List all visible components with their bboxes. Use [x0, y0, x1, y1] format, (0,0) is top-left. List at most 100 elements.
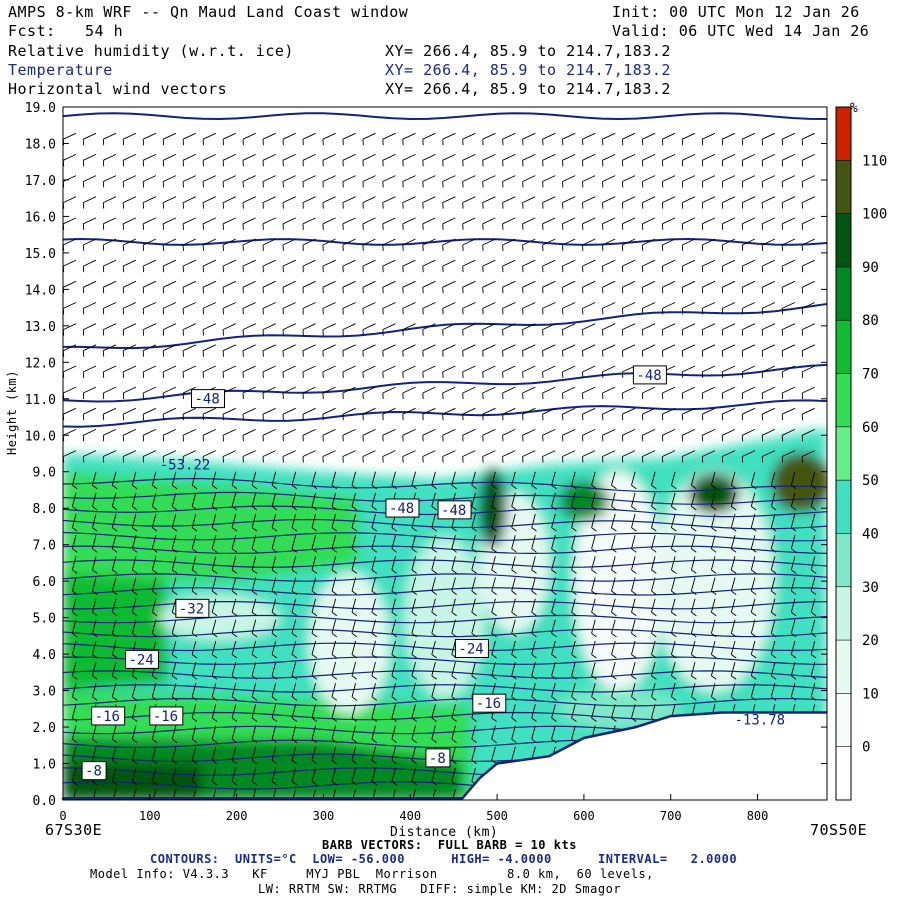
- wind-barb: [71, 577, 78, 595]
- wind-barb: [222, 153, 236, 167]
- wind-barb: [710, 492, 717, 511]
- wind-barb: [102, 344, 117, 357]
- wind-barb: [291, 640, 298, 659]
- wind-barb: [730, 577, 737, 595]
- wind-barb: [191, 513, 198, 532]
- wind-barb: [262, 132, 276, 146]
- wind-barb: [182, 302, 196, 315]
- wind-barb: [422, 407, 436, 421]
- wind-barb: [451, 746, 457, 765]
- wind-barb: [651, 471, 657, 490]
- wind-barb: [690, 535, 697, 553]
- wind-barb: [71, 513, 78, 532]
- wind-barb: [311, 598, 318, 617]
- wind-barb: [442, 280, 456, 294]
- wind-barb: [761, 428, 776, 442]
- contour-label-box: [149, 706, 184, 726]
- wind-barb: [661, 132, 676, 146]
- wind-barb: [562, 302, 576, 315]
- wind-barb: [522, 344, 536, 357]
- wind-barb: [701, 450, 716, 463]
- wind-barb: [730, 535, 737, 553]
- wind-barb: [251, 471, 258, 490]
- wind-barb: [531, 535, 537, 553]
- wind-barb: [302, 132, 316, 146]
- model-info: Model Info: V4.3.3 KF MYJ PBL Morrison 8…: [90, 867, 654, 881]
- wind-barb: [231, 619, 238, 638]
- wind-barb: [262, 175, 276, 188]
- wind-barb: [342, 175, 356, 188]
- wind-barb: [302, 259, 316, 273]
- wind-barb: [282, 450, 296, 463]
- temp-contour-upper-1: [63, 237, 827, 246]
- wind-barb: [511, 640, 517, 659]
- wind-barb: [171, 661, 178, 680]
- wind-barb: [162, 302, 177, 315]
- wind-barb: [271, 619, 278, 638]
- wind-barb: [690, 619, 697, 638]
- wind-barb: [810, 661, 817, 680]
- wind-barb: [342, 153, 356, 167]
- wind-barb: [202, 365, 216, 378]
- x-tick-label: 300: [313, 809, 335, 823]
- wind-barb: [431, 640, 437, 659]
- wind-barb: [681, 259, 696, 273]
- init-time: Init: 00 UTC Mon 12 Jan 26: [612, 3, 860, 21]
- wind-barb: [291, 535, 298, 553]
- wind-barb: [542, 175, 556, 188]
- wind-barb: [322, 196, 336, 209]
- colorbar-segment: [836, 640, 851, 694]
- wind-barb: [602, 407, 616, 421]
- wind-barb: [562, 365, 576, 378]
- wind-barb: [451, 577, 457, 595]
- contour-label-box: [190, 389, 225, 409]
- wind-barb: [402, 407, 416, 421]
- wind-barb: [761, 323, 776, 336]
- wind-barb: [151, 577, 158, 595]
- wind-barb: [422, 323, 436, 336]
- wind-barb: [222, 365, 236, 378]
- wind-barb: [162, 323, 177, 336]
- wind-barb: [311, 513, 318, 532]
- wind-barb: [342, 217, 356, 230]
- wind-barb: [482, 386, 496, 400]
- wind-barb: [781, 302, 796, 315]
- wind-barb: [621, 450, 636, 463]
- wind-barb: [222, 407, 236, 421]
- wind-barb: [362, 428, 376, 442]
- wind-barb: [262, 386, 276, 400]
- wind-barb: [522, 386, 536, 400]
- colorbar-segment: [836, 213, 851, 267]
- wind-barb: [582, 132, 596, 146]
- wind-barb: [641, 259, 656, 273]
- wind-barb: [111, 746, 118, 765]
- wind-barb: [781, 365, 796, 378]
- wind-barb: [451, 661, 457, 680]
- wind-barb: [322, 153, 336, 167]
- wind-barb: [202, 196, 216, 209]
- wind-barb: [211, 598, 218, 617]
- wind-barb: [291, 619, 298, 638]
- wind-barb: [801, 365, 815, 378]
- wind-barb: [562, 217, 576, 230]
- wind-barb: [710, 598, 717, 617]
- wind-barb: [322, 238, 336, 251]
- wind-barb: [382, 238, 396, 251]
- contour-label: -48: [441, 503, 466, 519]
- wind-barb: [391, 471, 397, 490]
- wind-barb: [661, 238, 676, 251]
- wind-barb: [551, 619, 557, 638]
- wind-barb: [142, 450, 157, 463]
- contour-label-box: [632, 365, 667, 385]
- wind-barb: [71, 704, 78, 722]
- wind-barb: [451, 767, 457, 786]
- wind-barb: [411, 767, 417, 786]
- wind-barb: [670, 619, 677, 638]
- wind-barb: [182, 450, 196, 463]
- wind-barb: [641, 450, 656, 463]
- wind-barb: [690, 683, 697, 701]
- wind-barb: [331, 683, 338, 701]
- wind-barb: [611, 683, 617, 701]
- wind-barb: [342, 238, 356, 251]
- wind-barb: [202, 428, 216, 442]
